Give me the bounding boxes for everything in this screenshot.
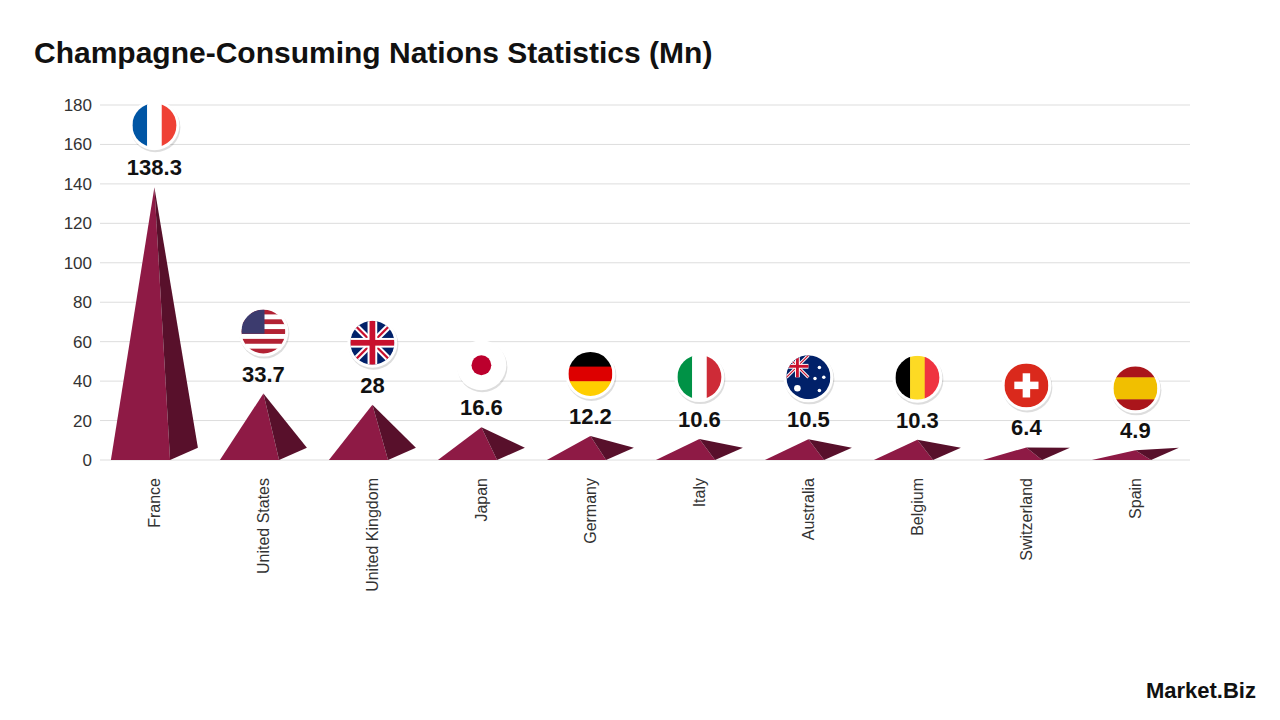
svg-text:Japan: Japan <box>473 478 490 522</box>
svg-text:160: 160 <box>64 135 92 154</box>
svg-text:180: 180 <box>64 96 92 115</box>
svg-text:138.3: 138.3 <box>127 155 182 180</box>
svg-text:140: 140 <box>64 175 92 194</box>
svg-text:100: 100 <box>64 254 92 273</box>
svg-text:80: 80 <box>73 293 92 312</box>
svg-text:4.9: 4.9 <box>1120 418 1151 443</box>
svg-text:Switzerland: Switzerland <box>1018 478 1035 561</box>
svg-text:United States: United States <box>255 478 272 574</box>
svg-text:0: 0 <box>83 451 92 470</box>
svg-text:Spain: Spain <box>1127 478 1144 519</box>
html-text:Market.Biz: Market.Biz <box>1146 678 1256 703</box>
svg-text:10.6: 10.6 <box>678 407 721 432</box>
svg-text:10.3: 10.3 <box>896 408 939 433</box>
svg-text:6.4: 6.4 <box>1011 415 1042 440</box>
svg-text:12.2: 12.2 <box>569 404 612 429</box>
svg-text:Belgium: Belgium <box>909 478 926 536</box>
svg-text:20: 20 <box>73 412 92 431</box>
svg-text:Italy: Italy <box>691 478 708 507</box>
svg-text:120: 120 <box>64 214 92 233</box>
svg-text:United Kingdom: United Kingdom <box>364 478 381 592</box>
svg-text:16.6: 16.6 <box>460 395 503 420</box>
svg-text:28: 28 <box>360 373 384 398</box>
svg-text:Australia: Australia <box>800 478 817 540</box>
svg-text:33.7: 33.7 <box>242 362 285 387</box>
svg-text:France: France <box>146 478 163 528</box>
html-text:Champagne-Consuming Nations St: Champagne-Consuming Nations Statistics (… <box>34 36 713 69</box>
svg-text:60: 60 <box>73 333 92 352</box>
svg-text:10.5: 10.5 <box>787 407 830 432</box>
svg-text:40: 40 <box>73 372 92 391</box>
svg-text:Germany: Germany <box>582 478 599 544</box>
